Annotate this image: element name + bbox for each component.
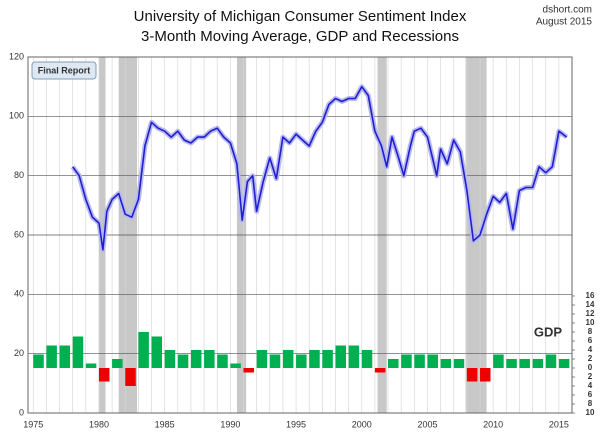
- gdp-bar: [125, 367, 136, 386]
- y-tick-label: 0: [19, 407, 24, 417]
- gdp-bar: [361, 349, 373, 368]
- gdp-bar: [296, 354, 307, 368]
- sentiment-line: [72, 85, 568, 251]
- chart-title: University of Michigan Consumer Sentimen…: [134, 8, 467, 25]
- x-tick-label: 1975: [23, 419, 43, 429]
- y2-tick-label: 14: [586, 300, 595, 309]
- gdp-bar: [138, 331, 149, 368]
- x-tick-label: 1985: [155, 419, 175, 429]
- gdp-bar: [309, 349, 320, 368]
- y-tick-label: 20: [14, 348, 24, 358]
- gdp-bar: [164, 349, 176, 368]
- y2-tick-label: 0: [588, 363, 593, 372]
- date: August 2015: [536, 17, 593, 28]
- annotation: Final Report: [38, 65, 91, 75]
- x-tick-label: 2000: [352, 419, 372, 429]
- y-tick-label: 40: [14, 289, 24, 299]
- gdp-bar: [151, 336, 163, 368]
- gdp-bar: [204, 349, 215, 368]
- x-tick-label: 1980: [89, 419, 109, 429]
- gdp-bar: [230, 363, 241, 368]
- source: dshort.com: [543, 5, 592, 16]
- gdp-bar: [466, 367, 478, 382]
- gdp-bar: [440, 358, 452, 368]
- y2-tick-label: 6: [588, 390, 593, 399]
- gdp-bar: [46, 345, 57, 368]
- gdp-bar: [72, 336, 84, 368]
- gdp-bar: [558, 358, 570, 368]
- chart-subtitle: 3-Month Moving Average, GDP and Recessio…: [141, 28, 459, 45]
- gdp-bar: [177, 354, 189, 368]
- y2-tick-label: 10: [586, 318, 595, 327]
- y2-tick-label: 2: [588, 372, 593, 381]
- gdp-bar: [453, 358, 465, 368]
- y2-tick-label: 8: [588, 327, 593, 336]
- gdp-bar: [256, 349, 268, 368]
- y2-tick-label: 2: [588, 354, 593, 363]
- gdp-bar: [427, 354, 438, 368]
- gdp-bar: [519, 358, 530, 368]
- gdp-bar: [506, 358, 517, 368]
- y-tick-label: 120: [9, 51, 24, 61]
- plot-border: [27, 56, 573, 414]
- y-tick-label: 100: [9, 111, 24, 121]
- y2-tick-label: 4: [588, 381, 593, 390]
- gdp-bar: [532, 358, 544, 368]
- x-tick-label: 2015: [549, 419, 569, 429]
- gdp-bar: [59, 345, 71, 368]
- y2-tick-label: 10: [586, 408, 595, 417]
- y-tick-label: 60: [14, 229, 24, 239]
- y2-tick-label: 16: [586, 291, 595, 300]
- y2-tick-label: 12: [586, 309, 595, 318]
- x-tick-label: 2010: [483, 419, 503, 429]
- gdp-bar: [401, 354, 412, 368]
- gdp-bar: [85, 363, 97, 368]
- y2-tick-label: 6: [588, 336, 593, 345]
- gdp-bar: [33, 354, 44, 368]
- gdp-label: GDP: [534, 324, 563, 339]
- gdp-bar: [269, 354, 281, 368]
- gdp-bar: [374, 367, 386, 373]
- gdp-bar: [322, 349, 333, 368]
- gdp-bar: [282, 349, 294, 368]
- gdp-bar: [480, 367, 491, 382]
- gdp-bar: [545, 354, 557, 368]
- gdp-bar: [348, 345, 360, 368]
- gdp-bar: [217, 354, 228, 368]
- y-tick-label: 80: [14, 170, 24, 180]
- x-tick-label: 1995: [286, 419, 306, 429]
- gdp-bar: [493, 354, 504, 368]
- x-tick-label: 1990: [220, 419, 240, 429]
- gdp-bar: [414, 354, 425, 368]
- y2-tick-label: 4: [588, 345, 593, 354]
- gdp-bar: [388, 358, 399, 368]
- y2-tick-label: 8: [588, 399, 593, 408]
- gdp-bar: [243, 367, 255, 373]
- annotation-box: [31, 61, 97, 80]
- gdp-bar: [190, 349, 202, 368]
- gdp-bar: [112, 358, 123, 368]
- gdp-bar: [98, 367, 110, 382]
- gdp-bar: [335, 345, 346, 368]
- x-tick-label: 2005: [417, 419, 437, 429]
